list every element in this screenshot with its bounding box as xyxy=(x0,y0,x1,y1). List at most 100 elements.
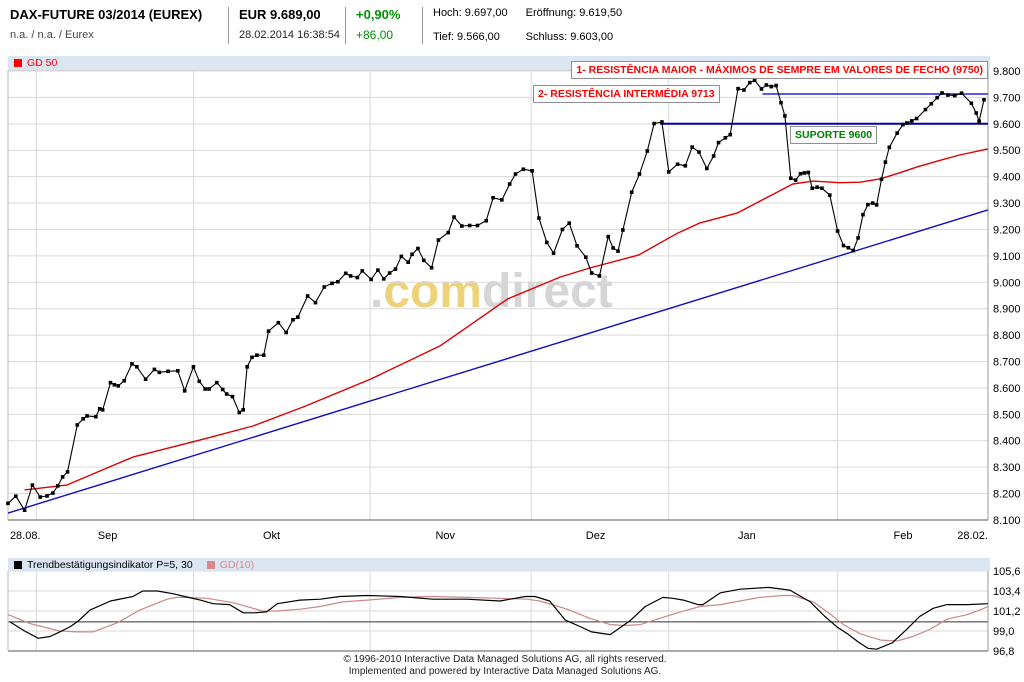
price-marker xyxy=(929,101,934,106)
price-y-tick-label: 8.500 xyxy=(993,409,1021,421)
price-marker xyxy=(355,275,360,280)
price-marker xyxy=(716,140,721,145)
price-y-tick-label: 9.600 xyxy=(993,119,1021,131)
price-y-tick-label: 8.300 xyxy=(993,462,1021,474)
price-marker xyxy=(575,244,579,248)
price-marker xyxy=(381,277,386,281)
price-marker xyxy=(336,279,340,284)
price-marker xyxy=(207,387,211,391)
price-marker xyxy=(296,315,300,319)
price-marker xyxy=(429,265,434,270)
price-marker xyxy=(116,384,121,388)
resistance-major-annotation: 1- RESISTÊNCIA MAIOR - MÁXIMOS DE SEMPRE… xyxy=(571,61,988,79)
indicator-y-tick-label: 103,4 xyxy=(993,586,1021,598)
change-percent: +0,90% xyxy=(356,7,401,22)
copyright-footer: © 1996-2010 Interactive Data Managed Sol… xyxy=(0,654,1010,677)
gd10-legend-swatch xyxy=(206,560,215,569)
price-marker xyxy=(846,245,851,250)
x-tick-label: 28.08. xyxy=(10,530,41,542)
price-marker xyxy=(393,267,398,271)
price-marker xyxy=(883,160,888,164)
price-marker xyxy=(108,380,113,385)
price-marker xyxy=(406,260,410,265)
price-marker xyxy=(841,243,846,248)
price-marker xyxy=(774,83,778,88)
price-marker xyxy=(752,78,757,83)
price-marker xyxy=(421,258,426,263)
price-marker xyxy=(606,234,611,239)
price-marker xyxy=(237,410,242,415)
price-marker xyxy=(690,145,694,149)
price-marker xyxy=(616,249,620,253)
instrument-block: DAX-FUTURE 03/2014 (EUREX) n.a. / n.a. /… xyxy=(0,0,228,50)
price-marker xyxy=(597,274,602,278)
resistance-intermediate-annotation: 2- RESISTÊNCIA INTERMÉDIA 9713 xyxy=(533,85,720,103)
price-y-tick-label: 9.800 xyxy=(993,66,1021,78)
price-marker xyxy=(30,483,35,487)
price-marker xyxy=(360,269,365,273)
price-marker xyxy=(537,216,541,220)
price-marker xyxy=(241,408,246,412)
price-marker xyxy=(759,87,764,91)
price-marker xyxy=(835,229,840,233)
price-marker xyxy=(60,475,65,479)
price-marker xyxy=(245,364,249,369)
price-marker xyxy=(369,277,373,282)
price-marker xyxy=(446,230,450,235)
ohlc-stats: Hoch: 9.697,00 Eröffnung: 9.619,50 Tief:… xyxy=(423,0,632,50)
price-marker xyxy=(291,317,295,322)
price-marker xyxy=(100,408,105,412)
price-marker xyxy=(851,248,856,253)
price-marker xyxy=(589,271,594,275)
x-tick-label: Jan xyxy=(738,530,756,542)
price-marker xyxy=(261,353,266,357)
price-marker xyxy=(152,367,157,372)
price-marker xyxy=(387,271,392,275)
price-marker xyxy=(348,274,353,278)
price-y-tick-label: 8.100 xyxy=(993,515,1021,527)
price-marker xyxy=(798,171,803,176)
quote-timestamp: 28.02.2014 16:38:54 xyxy=(239,29,340,41)
price-marker xyxy=(484,218,489,223)
price-marker xyxy=(97,406,102,411)
price-marker xyxy=(176,368,180,373)
price-y-tick-label: 9.500 xyxy=(993,145,1021,157)
price-marker xyxy=(410,252,414,257)
price-marker xyxy=(197,379,202,384)
price-marker xyxy=(583,255,588,259)
instrument-title: DAX-FUTURE 03/2014 (EUREX) xyxy=(10,7,203,22)
header-divider xyxy=(228,7,229,44)
support-annotation: SUPORTE 9600 xyxy=(790,126,878,144)
price-marker xyxy=(416,246,420,251)
price-y-tick-label: 9.700 xyxy=(993,92,1021,104)
price-marker xyxy=(343,271,348,276)
price-marker xyxy=(55,484,60,488)
instrument-subtitle: n.a. / n.a. / Eurex xyxy=(10,29,94,41)
price-marker xyxy=(305,294,310,298)
price-marker xyxy=(810,186,815,191)
change-block: +0,90% +86,00 xyxy=(346,0,422,50)
price-y-tick-label: 8.600 xyxy=(993,383,1021,395)
series-trendbestaetigungsindikator xyxy=(9,586,988,650)
stat-eroeffnung: Eröffnung: 9.619,50 xyxy=(525,7,623,19)
copyright-line2: Implemented and powered by Interactive D… xyxy=(348,665,662,677)
price-marker xyxy=(191,364,196,369)
x-tick-label: Sep xyxy=(98,530,118,542)
watermark-direct: direct xyxy=(482,265,613,318)
price-marker xyxy=(203,387,207,391)
price-marker xyxy=(567,221,571,225)
price-marker xyxy=(22,508,27,512)
price-marker xyxy=(544,240,549,245)
price-marker xyxy=(802,171,807,175)
x-tick-label: Okt xyxy=(263,530,280,542)
price-marker xyxy=(977,119,981,123)
price-marker xyxy=(895,131,899,135)
price-marker xyxy=(905,121,909,125)
price-marker xyxy=(266,329,271,333)
price-marker xyxy=(769,84,774,89)
price-marker xyxy=(530,169,534,173)
quote-header: DAX-FUTURE 03/2014 (EUREX) n.a. / n.a. /… xyxy=(0,0,1024,50)
indicator-y-tick-label: 105,6 xyxy=(993,566,1021,578)
price-marker xyxy=(65,470,70,474)
price-y-tick-label: 8.900 xyxy=(993,304,1021,316)
